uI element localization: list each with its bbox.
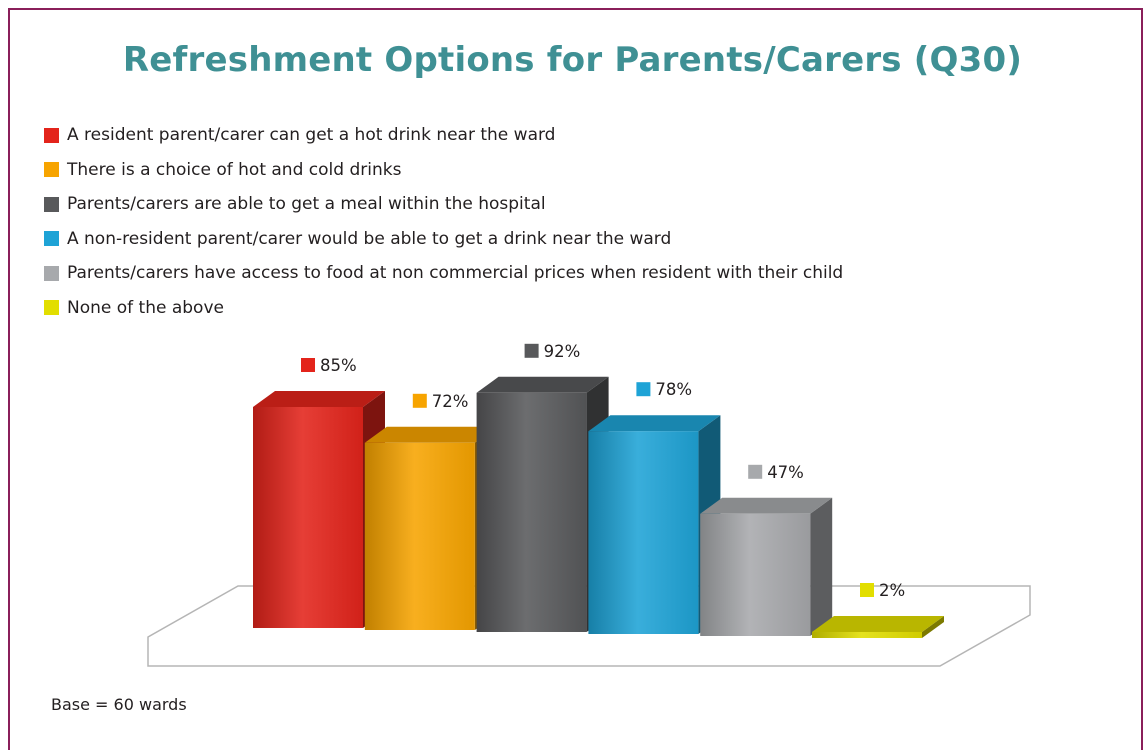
bar-top: [588, 415, 721, 432]
bar-top: [700, 497, 833, 514]
bar-front: [812, 632, 922, 638]
value-label: 2%: [879, 581, 905, 600]
value-label-swatch: [524, 343, 539, 358]
bar-side: [922, 616, 944, 638]
bar-front: [364, 442, 475, 630]
bar-top: [812, 616, 944, 632]
value-label: 92%: [544, 342, 581, 361]
legend-label: There is a choice of hot and cold drinks: [67, 159, 402, 180]
legend-item: Parents/carers are able to get a meal wi…: [44, 187, 843, 222]
legend-item: There is a choice of hot and cold drinks: [44, 153, 843, 188]
legend-item: A non-resident parent/carer would be abl…: [44, 222, 843, 257]
value-label-swatch: [636, 382, 651, 397]
legend-label: A resident parent/carer can get a hot dr…: [67, 125, 556, 146]
legend-swatch: [44, 231, 59, 247]
chart-title: Refreshment Options for Parents/Carers (…: [122, 40, 1023, 80]
legend-item: A resident parent/carer can get a hot dr…: [44, 118, 843, 153]
legend-swatch: [44, 127, 59, 143]
legend-swatch: [44, 300, 59, 316]
bar-front: [476, 392, 587, 632]
value-label-swatch: [412, 393, 427, 408]
legend-swatch: [44, 162, 59, 178]
legend-label: Parents/carers have access to food at no…: [67, 263, 844, 284]
legend-swatch: [44, 196, 59, 212]
bar-front: [588, 431, 699, 634]
bar-front: [700, 513, 811, 636]
bar-side: [810, 497, 833, 636]
bar-top: [364, 426, 497, 443]
bars-group: 85% 72% 92% 78% 47% 2%: [253, 342, 944, 638]
value-label: 47%: [767, 463, 804, 482]
value-label: 85%: [320, 356, 357, 375]
base-footnote: Base = 60 wards: [51, 695, 187, 714]
legend-label: None of the above: [67, 297, 224, 318]
bar: [700, 497, 833, 636]
bar-top: [476, 376, 609, 393]
bar-front: [253, 407, 363, 628]
value-label-swatch: [860, 583, 874, 597]
legend-label: A non-resident parent/carer would be abl…: [67, 228, 672, 249]
value-label-swatch: [748, 464, 763, 479]
legend-swatch: [44, 265, 59, 281]
legend-item: None of the above: [44, 291, 843, 326]
value-label: 78%: [655, 380, 692, 399]
value-label-swatch: [301, 358, 315, 372]
value-label: 72%: [432, 392, 469, 411]
bar: [812, 616, 944, 638]
chart-legend: A resident parent/carer can get a hot dr…: [44, 118, 843, 325]
legend-item: Parents/carers have access to food at no…: [44, 256, 843, 291]
bar-top: [253, 391, 385, 407]
legend-label: Parents/carers are able to get a meal wi…: [67, 194, 546, 215]
